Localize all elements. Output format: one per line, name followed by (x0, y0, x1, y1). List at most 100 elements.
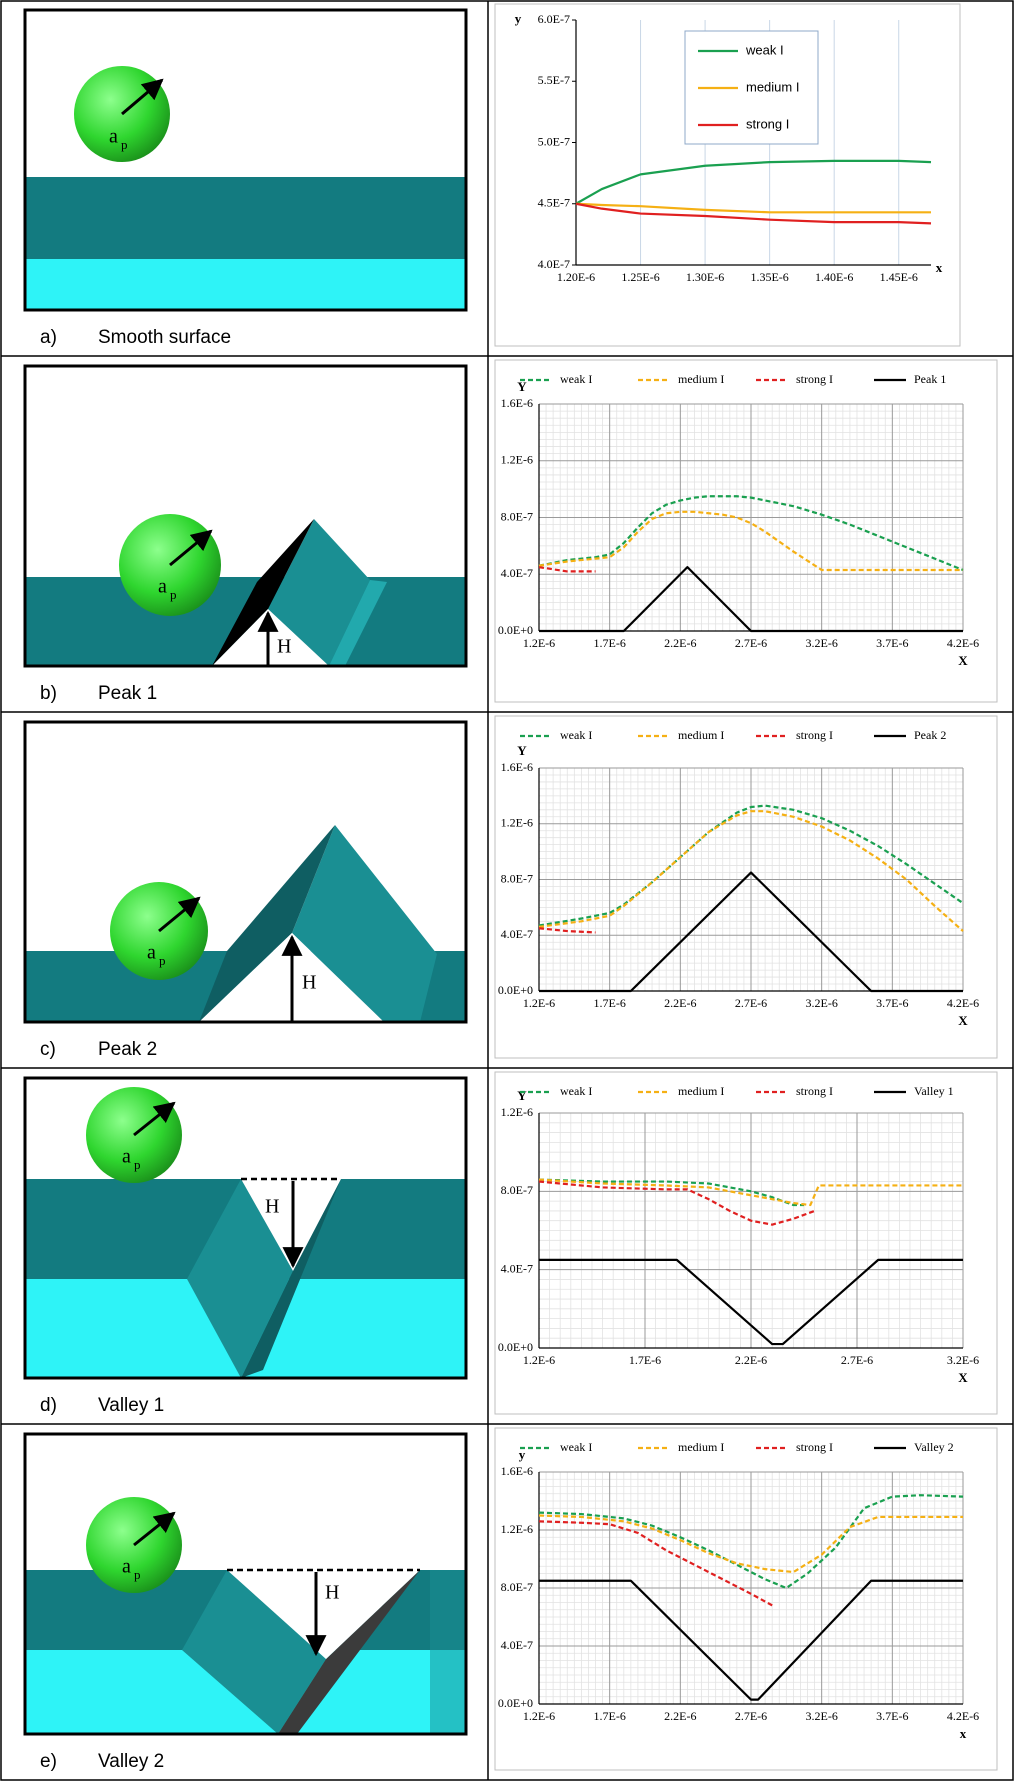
legend-label: strong I (796, 1084, 833, 1098)
y-tick-label: 4.0E-7 (501, 1638, 533, 1652)
y-axis-label: Y (517, 743, 527, 758)
legend-label: Peak 1 (914, 372, 946, 386)
series-line (538, 566, 596, 573)
x-tick-label: 1.45E-6 (880, 270, 918, 284)
x-tick-label: 2.7E-6 (735, 1709, 767, 1723)
series-line (539, 1258, 963, 1346)
x-tick-label: 2.7E-6 (735, 636, 767, 650)
height-label: H (277, 636, 291, 658)
series-line (538, 495, 964, 572)
x-axis-label: X (958, 1370, 968, 1385)
y-tick-label: 6.0E-7 (538, 12, 570, 26)
x-tick-label: 3.2E-6 (947, 1353, 979, 1367)
legend-label: medium I (678, 372, 724, 386)
series-line (575, 202, 932, 225)
caption-label: a) (40, 327, 57, 348)
series-line (538, 1520, 773, 1607)
radius-label: a (147, 942, 156, 964)
y-axis-label: y (515, 11, 522, 26)
y-tick-label: 4.0E-7 (501, 566, 533, 580)
x-axis-label: X (958, 653, 968, 668)
height-label: H (302, 972, 316, 994)
x-tick-label: 1.7E-6 (629, 1353, 661, 1367)
legend-label: Peak 2 (914, 728, 946, 742)
series-line (538, 1178, 963, 1207)
x-tick-label: 1.7E-6 (594, 1709, 626, 1723)
x-tick-label: 1.25E-6 (621, 270, 659, 284)
x-tick-label: 1.20E-6 (557, 270, 595, 284)
series-line (538, 1178, 804, 1207)
series-line (539, 871, 963, 993)
y-tick-label: 4.5E-7 (538, 196, 570, 210)
y-tick-label: 8.0E-7 (501, 871, 533, 885)
legend-label: weak I (745, 42, 784, 57)
x-tick-label: 3.2E-6 (806, 636, 838, 650)
y-tick-label: 4.0E-7 (501, 1261, 533, 1275)
captions: a) Smooth surface b) Peak 1 c) Peak 2 d)… (40, 327, 231, 1772)
caption-label: d) (40, 1395, 57, 1416)
x-tick-label: 3.2E-6 (806, 996, 838, 1010)
y-tick-label: 1.2E-6 (501, 816, 533, 830)
chart: 0.0E+0 4.0E-7 8.0E-7 1.2E-6 1.6E-6 1.2E-6 1.7E… (494, 715, 998, 1059)
series-line (538, 804, 964, 927)
y-axis-label: Y (517, 379, 527, 394)
caption-text: Peak 1 (98, 683, 157, 704)
x-tick-label: 4.2E-6 (947, 636, 979, 650)
x-tick-label: 1.2E-6 (523, 1353, 555, 1367)
legend-label: strong I (796, 728, 833, 742)
x-tick-label: 3.2E-6 (806, 1709, 838, 1723)
caption-label: b) (40, 683, 57, 704)
x-tick-label: 1.2E-6 (523, 636, 555, 650)
y-tick-label: 0.0E+0 (498, 1696, 533, 1710)
legend-label: Valley 2 (914, 1440, 954, 1454)
caption-text: Smooth surface (98, 327, 231, 348)
legend-label: weak I (560, 1440, 592, 1454)
diagram-smooth: a p (23, 8, 468, 312)
caption-text: Valley 1 (98, 1395, 164, 1416)
legend-label: weak I (560, 1084, 592, 1098)
series-line (538, 510, 963, 572)
radius-label: a (158, 576, 167, 598)
x-tick-label: 2.2E-6 (664, 996, 696, 1010)
radius-label: a (122, 1146, 131, 1168)
series-line (538, 1180, 815, 1226)
chart: 4.0E-7 4.5E-7 5.0E-7 5.5E-7 6.0E-7 1.20E-6 1.2… (494, 3, 961, 347)
x-tick-label: 1.40E-6 (815, 270, 853, 284)
chart: 0.0E+0 4.0E-7 8.0E-7 1.2E-6 1.2E-6 1.7E-6 2.2E… (494, 1071, 998, 1415)
y-tick-label: 0.0E+0 (498, 983, 533, 997)
x-tick-label: 4.2E-6 (947, 1709, 979, 1723)
x-tick-label: 2.7E-6 (735, 996, 767, 1010)
x-tick-label: 3.7E-6 (876, 1709, 908, 1723)
caption-label: c) (40, 1039, 56, 1060)
legend-label: weak I (560, 372, 592, 386)
y-tick-label: 1.2E-6 (501, 1105, 533, 1119)
x-tick-label: 2.2E-6 (735, 1353, 767, 1367)
diagram-valley-1: a p H (23, 1076, 468, 1380)
legend-label: medium I (746, 79, 799, 94)
x-tick-label: 3.7E-6 (876, 636, 908, 650)
x-tick-label: 1.2E-6 (523, 1709, 555, 1723)
y-tick-label: 1.2E-6 (501, 453, 533, 467)
x-tick-label: 1.35E-6 (750, 270, 788, 284)
caption-text: Peak 2 (98, 1039, 157, 1060)
y-tick-label: 4.0E-7 (538, 257, 570, 271)
y-axis-label: Y (517, 1088, 527, 1103)
y-tick-label: 5.0E-7 (538, 134, 570, 148)
x-tick-label: 2.7E-6 (841, 1353, 873, 1367)
series-line (539, 566, 963, 633)
x-axis-label: x (960, 1726, 967, 1741)
caption-text: Valley 2 (98, 1751, 164, 1772)
x-tick-label: 1.2E-6 (523, 996, 555, 1010)
series-line (575, 159, 932, 205)
radius-subscript: p (170, 587, 177, 602)
legend-label: strong I (796, 1440, 833, 1454)
legend-label: strong I (796, 372, 833, 386)
x-tick-label: 4.2E-6 (947, 996, 979, 1010)
x-tick-label: 2.2E-6 (664, 636, 696, 650)
height-label: H (325, 1582, 339, 1604)
series-line (538, 1494, 964, 1590)
y-tick-label: 1.6E-6 (501, 760, 533, 774)
height-label: H (265, 1196, 279, 1218)
x-tick-label: 1.7E-6 (594, 996, 626, 1010)
